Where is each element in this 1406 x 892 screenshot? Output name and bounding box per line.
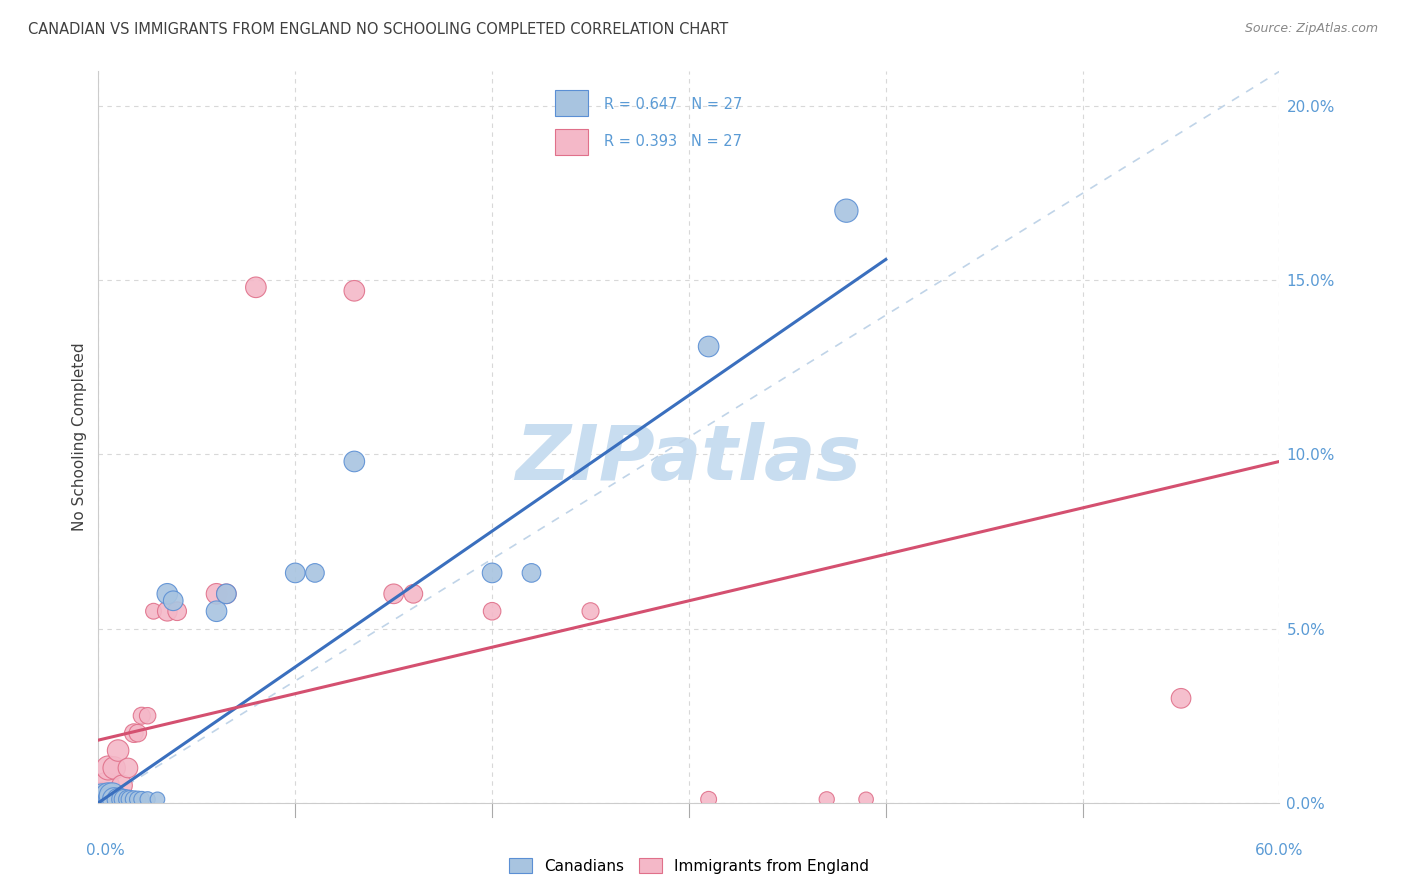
Point (91, 792, 114, 806)
Point (835, 203, 858, 218)
Point (245, 280, 267, 294)
Text: Source: ZipAtlas.com: Source: ZipAtlas.com (1244, 22, 1378, 36)
Point (382, 587, 405, 601)
Text: R = 0.393   N = 27: R = 0.393 N = 27 (605, 134, 742, 149)
Point (101, 789, 124, 803)
Point (1170, 691, 1192, 706)
Point (136, 708, 159, 723)
Point (101, 792, 124, 806)
Point (127, 726, 149, 740)
Point (103, 792, 125, 806)
Point (215, 587, 238, 601)
Text: ZIPatlas: ZIPatlas (516, 422, 862, 496)
Point (205, 604, 228, 618)
Point (520, 566, 543, 580)
Point (136, 792, 159, 806)
Point (166, 604, 188, 618)
Point (127, 792, 149, 806)
Point (481, 604, 503, 618)
Point (284, 566, 307, 580)
Point (343, 284, 366, 298)
Point (118, 792, 141, 806)
Point (97, 789, 120, 803)
Point (162, 594, 184, 608)
Point (146, 792, 169, 806)
Point (579, 604, 602, 618)
Point (697, 339, 720, 353)
Point (122, 726, 145, 740)
Point (481, 566, 503, 580)
FancyBboxPatch shape (555, 90, 588, 116)
Point (98, 792, 121, 806)
Point (815, 792, 838, 806)
Point (111, 792, 134, 806)
Point (304, 566, 326, 580)
Point (96, 778, 118, 792)
Point (131, 708, 153, 723)
Point (156, 604, 179, 618)
Point (107, 743, 129, 757)
Point (112, 792, 135, 806)
FancyBboxPatch shape (555, 129, 588, 155)
Point (96, 792, 118, 806)
Text: CANADIAN VS IMMIGRANTS FROM ENGLAND NO SCHOOLING COMPLETED CORRELATION CHART: CANADIAN VS IMMIGRANTS FROM ENGLAND NO S… (28, 22, 728, 37)
Point (156, 587, 179, 601)
Point (697, 792, 720, 806)
Point (131, 792, 153, 806)
Point (122, 792, 145, 806)
Point (103, 761, 125, 775)
Point (117, 792, 139, 806)
Point (205, 587, 228, 601)
Y-axis label: No Schooling Completed: No Schooling Completed (72, 343, 87, 532)
Text: R = 0.647   N = 27: R = 0.647 N = 27 (605, 96, 742, 112)
Legend: Canadians, Immigrants from England: Canadians, Immigrants from England (502, 852, 876, 880)
Point (91, 792, 114, 806)
Point (107, 792, 129, 806)
Point (97, 761, 120, 775)
Point (117, 761, 139, 775)
Point (142, 604, 165, 618)
Point (215, 587, 238, 601)
Point (343, 454, 366, 468)
Point (111, 778, 134, 792)
Point (402, 587, 425, 601)
Point (855, 792, 877, 806)
Text: 0.0%: 0.0% (86, 843, 125, 858)
Text: 60.0%: 60.0% (1256, 843, 1303, 858)
